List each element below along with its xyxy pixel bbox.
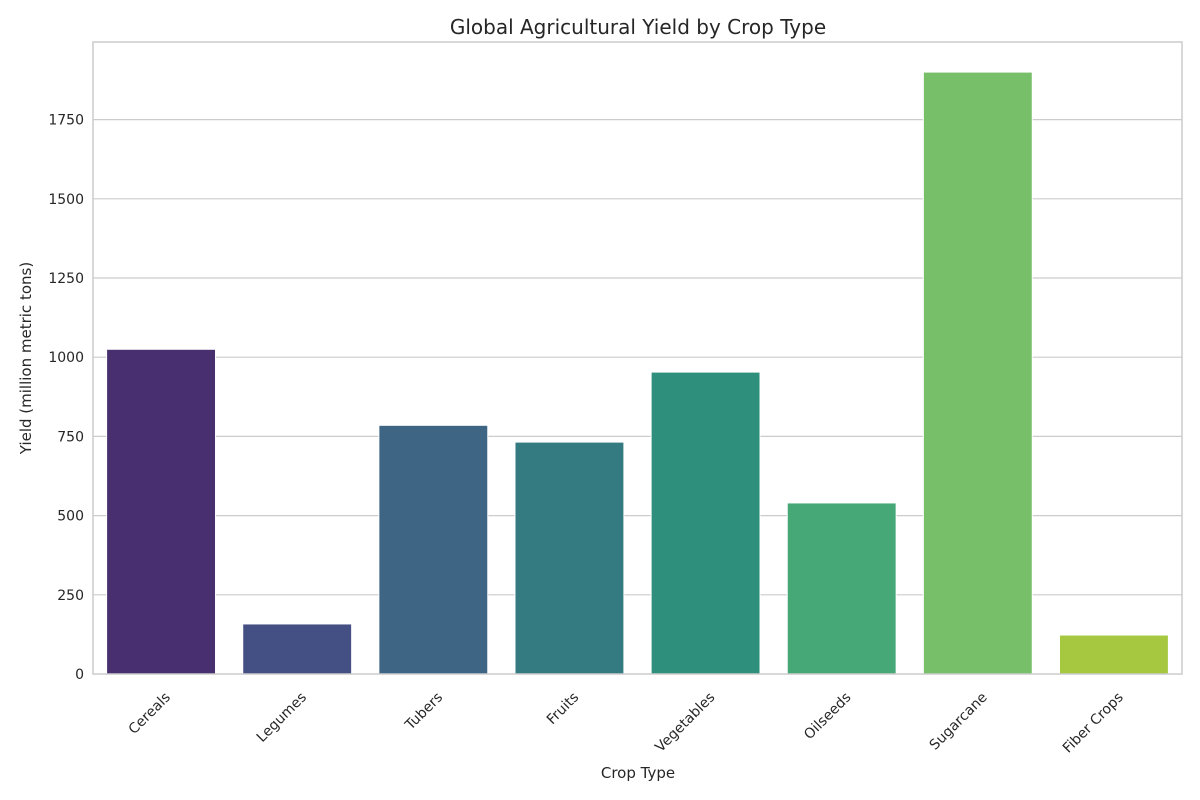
x-tick-label: Oilseeds bbox=[801, 690, 854, 743]
x-tick-label: Fiber Crops bbox=[1060, 690, 1127, 757]
bar-fruits bbox=[514, 441, 625, 675]
x-tick-label: Fruits bbox=[544, 690, 582, 728]
y-tick-label: 750 bbox=[57, 429, 84, 445]
y-tick-label: 0 bbox=[75, 667, 84, 683]
y-tick-labels: 0 250 500 750 1000 1250 1500 1750 bbox=[48, 113, 84, 683]
y-tick-label: 1750 bbox=[48, 113, 84, 129]
y-tick-label: 1500 bbox=[48, 192, 84, 208]
bar-fiber-crops bbox=[1058, 634, 1169, 675]
x-tick-label: Vegetables bbox=[652, 690, 718, 756]
x-tick-labels: Cereals Legumes Tubers Fruits Vegetables Oils… bbox=[126, 690, 1127, 757]
bar-legumes bbox=[242, 623, 353, 675]
y-tick-label: 250 bbox=[57, 588, 84, 604]
x-tick-label: Sugarcane bbox=[927, 690, 991, 754]
bar-oilseeds bbox=[786, 502, 897, 675]
x-tick-label: Cereals bbox=[126, 690, 174, 738]
y-tick-label: 1250 bbox=[48, 271, 84, 287]
y-tick-label: 1000 bbox=[48, 350, 84, 366]
x-tick-label: Tubers bbox=[402, 690, 446, 734]
x-tick-label: Legumes bbox=[254, 690, 310, 746]
y-tick-label: 500 bbox=[57, 509, 84, 525]
gridlines bbox=[93, 119, 1182, 596]
bar-tubers bbox=[378, 424, 489, 675]
x-axis-label: Crop Type bbox=[601, 764, 675, 782]
chart-title: Global Agricultural Yield by Crop Type bbox=[450, 15, 826, 39]
bar-vegetables bbox=[650, 371, 761, 675]
plot-frame bbox=[92, 41, 1183, 675]
bars bbox=[106, 71, 1169, 675]
y-axis-label: Yield (million metric tons) bbox=[17, 262, 35, 455]
bar-cereals bbox=[106, 348, 217, 675]
bar-sugarcane bbox=[922, 71, 1033, 675]
